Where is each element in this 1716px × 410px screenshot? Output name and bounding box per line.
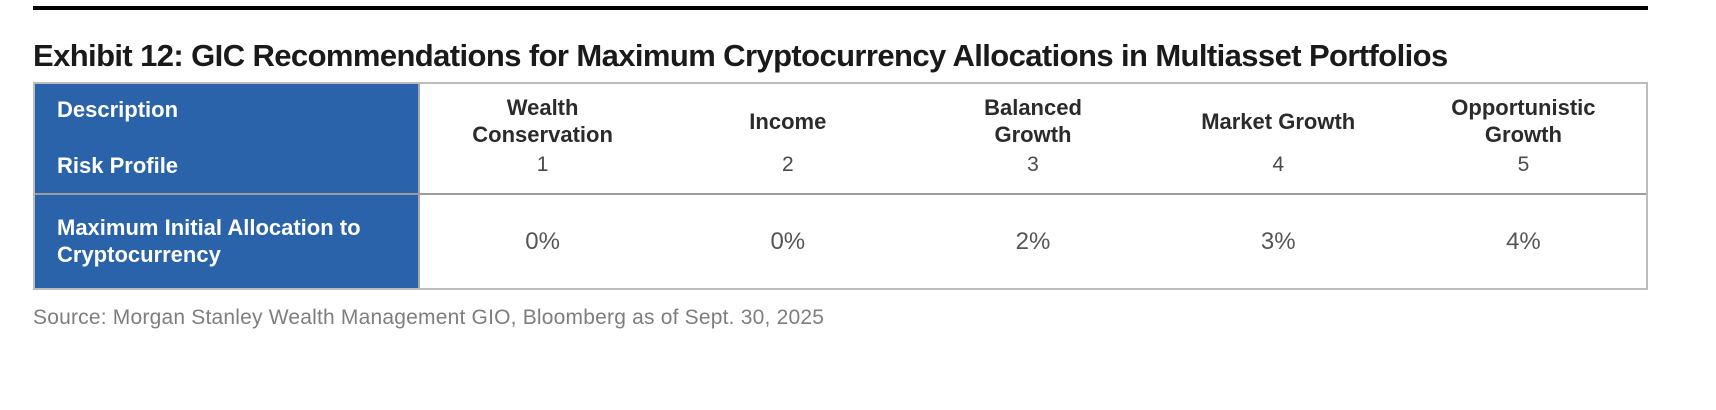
- column-name: Income: [749, 108, 827, 134]
- row-label-cell: Maximum Initial Allocation to Cryptocurr…: [35, 195, 420, 288]
- column-name: Balanced Growth: [984, 95, 1082, 147]
- risk-profile-value: 5: [1517, 153, 1530, 176]
- column-header-opportunistic-growth: Opportunistic Growth 5: [1401, 84, 1646, 193]
- allocation-value-balanced-growth: 2%: [1015, 227, 1051, 255]
- risk-profile-value: 3: [1027, 153, 1039, 176]
- risk-profile-label: Risk Profile: [57, 153, 179, 178]
- table-header-row: Description Risk Profile Wealth Conserva…: [35, 84, 1646, 193]
- header-label-cell: Description Risk Profile: [35, 84, 420, 193]
- allocation-value-income: 0%: [770, 227, 806, 255]
- column-header-wealth-conservation: Wealth Conservation 1: [420, 84, 665, 193]
- risk-profile-value: 1: [536, 153, 549, 176]
- column-name: Wealth Conservation: [472, 95, 613, 147]
- allocation-table: Description Risk Profile Wealth Conserva…: [33, 82, 1648, 290]
- allocation-value-market-growth: 3%: [1260, 227, 1296, 255]
- column-header-income: Income 2: [665, 84, 910, 193]
- risk-profile-value: 2: [781, 153, 794, 176]
- source-note: Source: Morgan Stanley Wealth Management…: [33, 306, 825, 329]
- allocation-value-wealth-conservation: 0%: [525, 227, 560, 255]
- column-name: Opportunistic Growth: [1451, 95, 1596, 147]
- allocation-value-opportunistic-growth: 4%: [1506, 227, 1541, 255]
- allocation-row-label: Maximum Initial Allocation to Cryptocurr…: [57, 214, 361, 267]
- header-columns: Wealth Conservation 1 Income 2 Balanced …: [420, 84, 1646, 193]
- risk-profile-value: 4: [1272, 153, 1285, 176]
- column-header-balanced-growth: Balanced Growth 3: [910, 84, 1155, 193]
- exhibit-title: Exhibit 12: GIC Recommendations for Maxi…: [33, 37, 1448, 73]
- description-label: Description: [57, 97, 179, 122]
- column-header-market-growth: Market Growth 4: [1156, 84, 1401, 193]
- allocation-values: 0% 0% 2% 3% 4%: [420, 195, 1646, 288]
- top-rule-divider: [33, 6, 1648, 10]
- allocation-data-row: Maximum Initial Allocation to Cryptocurr…: [35, 193, 1646, 288]
- column-name: Market Growth: [1201, 108, 1356, 134]
